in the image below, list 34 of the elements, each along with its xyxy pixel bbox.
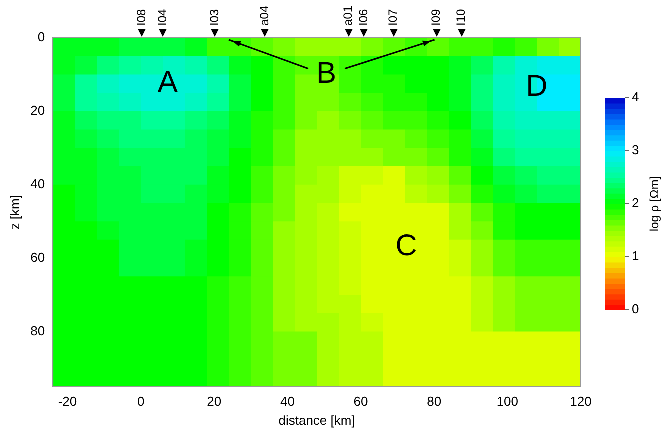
color-bar-title: log ρ [Ωm] [647, 176, 662, 232]
annotation: D [526, 70, 548, 103]
x-tick-label: -20 [58, 394, 78, 410]
text: a01 [341, 6, 356, 26]
y-tick-label: 40 [30, 176, 46, 192]
text: a04 [257, 6, 272, 26]
text: I06 [356, 8, 370, 26]
y-tick-label: 0 [38, 30, 46, 45]
x-tick-label: 100 [496, 394, 519, 410]
annotation: C [396, 230, 418, 263]
color-bar-label: 2 [632, 196, 640, 211]
text: I10 [454, 8, 468, 26]
x-axis-title: distance [km] [278, 412, 356, 428]
text: I07 [386, 8, 400, 26]
color-bar-label: 1 [632, 248, 640, 264]
x-tick-label: 20 [207, 394, 222, 410]
x-tick-label: 80 [427, 394, 442, 410]
color-bar-label: 3 [632, 142, 640, 158]
x-tick-label: 120 [570, 394, 592, 410]
color-bar-label: 0 [632, 302, 640, 317]
text: I08 [134, 8, 148, 26]
x-tick-label: 0 [137, 394, 145, 410]
color-bar-label: 4 [632, 90, 640, 105]
annotation: B [316, 56, 337, 90]
x-tick-label: 40 [280, 394, 295, 410]
y-tick-label: 60 [30, 250, 46, 265]
text: I03 [207, 8, 222, 26]
y-tick-label: 80 [30, 323, 46, 338]
text: I04 [155, 8, 170, 26]
y-axis-title: z [km] [7, 195, 22, 230]
text: I09 [429, 8, 444, 26]
y-tick-label: 20 [30, 103, 46, 118]
x-tick-label: 60 [354, 394, 368, 410]
annotation: A [158, 66, 178, 99]
